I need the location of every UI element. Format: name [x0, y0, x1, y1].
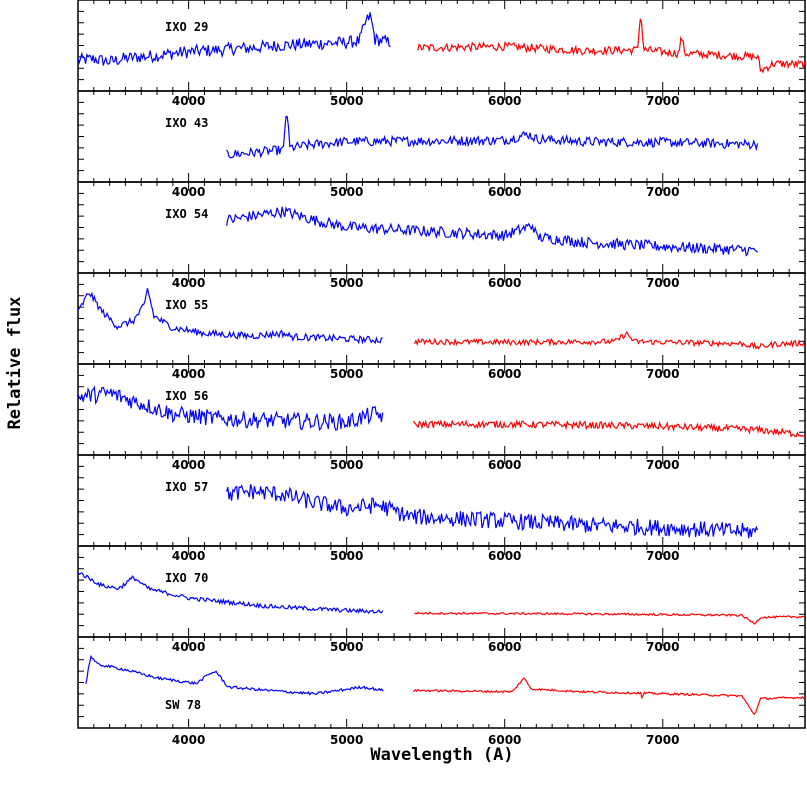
- spectrum-blue-arm: [77, 12, 391, 66]
- x-tick-label: 6000: [488, 733, 521, 747]
- x-tick-label: 4000: [172, 549, 205, 563]
- x-tick-label: 4000: [172, 733, 205, 747]
- x-tick-label: 7000: [646, 94, 679, 108]
- x-tick-label: 4000: [172, 640, 205, 654]
- x-tick-label: 4000: [172, 94, 205, 108]
- spectrum-red-arm: [417, 18, 806, 74]
- panel-ixo-55: 4000 5000 6000 7000 IXO 55: [77, 272, 806, 365]
- spectrum-red-arm: [412, 419, 806, 438]
- x-tick-label: 5000: [330, 185, 363, 199]
- panel-label: IXO 54: [165, 207, 208, 221]
- x-tick-label: 7000: [646, 185, 679, 199]
- x-tick-label: 5000: [330, 458, 363, 472]
- x-tick-label: 4000: [172, 458, 205, 472]
- panel-label: IXO 56: [165, 389, 208, 403]
- panel-ixo-54: 4000 5000 6000 7000 IXO 54: [77, 181, 806, 274]
- spectrum-blue-arm: [85, 654, 384, 696]
- x-tick-label: 6000: [488, 185, 521, 199]
- x-tick-label: 5000: [330, 367, 363, 381]
- panel-ixo-70: 4000 5000 6000 7000 IXO 70: [77, 545, 806, 638]
- x-tick-label: 5000: [330, 94, 363, 108]
- x-tick-label: 6000: [488, 94, 521, 108]
- panel-label: IXO 43: [165, 116, 208, 130]
- x-tick-label: 4000: [172, 185, 205, 199]
- spectrum-red-arm: [414, 611, 805, 625]
- x-tick-label: 7000: [646, 367, 679, 381]
- x-tick-label: 6000: [488, 458, 521, 472]
- x-tick-label: 5000: [330, 733, 363, 747]
- spectrum-blue-arm: [77, 385, 384, 432]
- panels: IXO 29 4000 5000 6000 7000 IXO 43 4000 5000 6000…: [77, 0, 806, 747]
- panel-label: IXO 29: [165, 20, 208, 34]
- panel-frame: [77, 0, 806, 92]
- x-tick-label: 6000: [488, 276, 521, 290]
- panel-label: IXO 70: [165, 571, 208, 585]
- spectrum-red-arm: [413, 677, 806, 716]
- spectrum-blue-arm: [77, 572, 384, 615]
- x-tick-label: 7000: [646, 276, 679, 290]
- panel-label: IXO 55: [165, 298, 208, 312]
- x-axis-title: Wavelength (A): [370, 745, 513, 765]
- panel-ixo-43: 4000 5000 6000 7000 IXO 43: [77, 90, 806, 183]
- x-tick-label: 5000: [330, 640, 363, 654]
- spectrum-red-arm: [414, 330, 805, 350]
- x-tick-label: 4000: [172, 276, 205, 290]
- x-tick-label: 6000: [488, 640, 521, 654]
- x-tick-label: 6000: [488, 549, 521, 563]
- spectrum-blue-arm: [226, 205, 759, 257]
- x-tick-label: 6000: [488, 367, 521, 381]
- y-axis-title: Relative flux: [5, 296, 25, 429]
- x-tick-label: 5000: [330, 549, 363, 563]
- panel-ixo-56: 4000 5000 6000 7000 IXO 56: [77, 363, 806, 456]
- panel-label: IXO 57: [165, 480, 208, 494]
- x-tick-label: 7000: [646, 733, 679, 747]
- x-tick-label: 5000: [330, 276, 363, 290]
- spectrum-blue-arm: [77, 288, 383, 345]
- panel-sw-78: 4000 5000 6000 7000 4000 5000 6000 7000 SW 78: [77, 636, 806, 747]
- panel-label: SW 78: [165, 698, 201, 712]
- x-tick-label: 4000: [172, 367, 205, 381]
- x-tick-label: 7000: [646, 640, 679, 654]
- x-tick-label: 7000: [646, 458, 679, 472]
- spectrum-blue-arm: [226, 115, 759, 159]
- spectrum-blue-arm: [226, 484, 759, 539]
- panel-ixo-57: 4000 5000 6000 7000 IXO 57: [77, 454, 806, 547]
- x-tick-label: 7000: [646, 549, 679, 563]
- panel-ixo-29: IXO 29: [77, 0, 806, 92]
